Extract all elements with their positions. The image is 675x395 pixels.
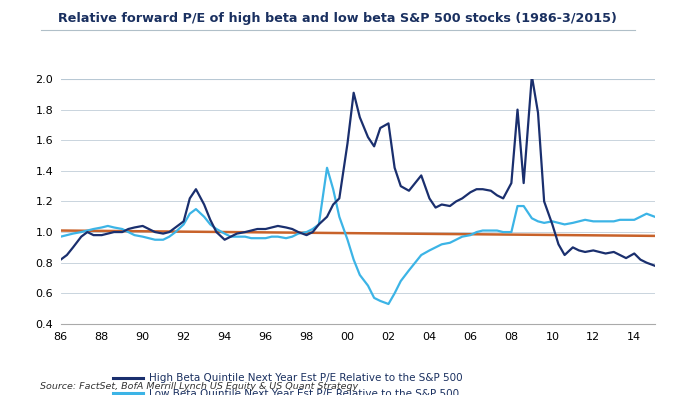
- Text: Source: FactSet, BofA Merrill Lynch US Equity & US Quant Strategy: Source: FactSet, BofA Merrill Lynch US E…: [40, 382, 358, 391]
- Text: Relative forward P/E of high beta and low beta S&P 500 stocks (1986-3/2015): Relative forward P/E of high beta and lo…: [58, 12, 617, 25]
- Legend: High Beta Quintile Next Year Est P/E Relative to the S&P 500, Low Beta Quintile : High Beta Quintile Next Year Est P/E Rel…: [113, 373, 462, 395]
